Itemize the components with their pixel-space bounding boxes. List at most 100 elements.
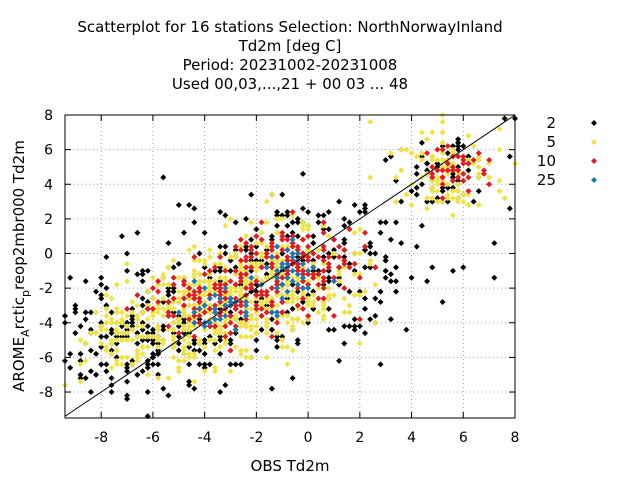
- y-label-rest: reop2mbr000 Td2m: [10, 140, 28, 290]
- data-point: [253, 330, 260, 337]
- legend-label: 10: [537, 152, 556, 170]
- data-point: [279, 271, 286, 278]
- data-point: [325, 264, 332, 271]
- data-point: [429, 163, 436, 170]
- data-point: [351, 250, 358, 257]
- data-point: [113, 361, 120, 368]
- data-point: [248, 253, 255, 260]
- data-point: [299, 278, 306, 285]
- data-point: [439, 298, 446, 305]
- data-point: [408, 150, 415, 157]
- data-point: [232, 271, 239, 278]
- data-point: [237, 264, 244, 271]
- data-point: [263, 309, 270, 316]
- data-point: [129, 361, 136, 368]
- data-point: [222, 281, 229, 288]
- data-point: [248, 354, 255, 361]
- data-point: [351, 326, 358, 333]
- data-point: [144, 305, 151, 312]
- data-point: [315, 247, 322, 254]
- data-point: [186, 333, 193, 340]
- data-point: [263, 247, 270, 254]
- data-point: [491, 240, 498, 247]
- data-point: [217, 250, 224, 257]
- data-point: [465, 174, 472, 181]
- data-point: [294, 274, 301, 281]
- data-point: [67, 350, 74, 357]
- data-point: [227, 330, 234, 337]
- data-point: [93, 330, 100, 337]
- data-point: [268, 264, 275, 271]
- data-point: [424, 205, 431, 212]
- data-point: [108, 309, 115, 316]
- data-point: [263, 219, 270, 226]
- data-point: [424, 278, 431, 285]
- data-point: [341, 215, 348, 222]
- data-point: [263, 292, 270, 299]
- data-point: [444, 181, 451, 188]
- data-point: [341, 260, 348, 267]
- data-point: [227, 215, 234, 222]
- data-point: [98, 292, 105, 299]
- data-point: [191, 295, 198, 302]
- data-point: [144, 361, 151, 368]
- data-point: [144, 298, 151, 305]
- data-point: [217, 253, 224, 260]
- data-point: [227, 309, 234, 316]
- data-point: [434, 160, 441, 167]
- data-point: [243, 240, 250, 247]
- data-point: [486, 157, 493, 164]
- data-point: [475, 170, 482, 177]
- data-point: [258, 312, 265, 319]
- data-point: [258, 278, 265, 285]
- data-point: [222, 274, 229, 281]
- data-point: [284, 298, 291, 305]
- data-point: [93, 371, 100, 378]
- data-point: [196, 309, 203, 316]
- data-point: [87, 309, 94, 316]
- data-point: [191, 305, 198, 312]
- data-point: [455, 143, 462, 150]
- data-point: [165, 298, 172, 305]
- x-axis-label: OBS Td2m: [251, 457, 330, 475]
- data-point: [212, 292, 218, 299]
- data-point: [274, 212, 281, 219]
- data-point: [393, 198, 400, 205]
- data-point: [186, 202, 193, 209]
- data-point: [186, 378, 193, 385]
- data-point: [144, 389, 151, 396]
- data-point: [134, 312, 141, 319]
- data-point: [196, 312, 203, 319]
- data-point: [310, 233, 317, 240]
- data-point: [274, 253, 281, 260]
- data-point: [336, 253, 343, 260]
- data-point: [310, 292, 317, 299]
- data-point: [413, 170, 420, 177]
- data-point: [87, 330, 94, 337]
- data-point: [155, 278, 162, 285]
- data-point: [455, 198, 462, 205]
- data-point: [351, 260, 358, 267]
- data-point: [196, 337, 203, 344]
- data-point: [486, 160, 493, 167]
- data-point: [217, 326, 224, 333]
- data-point: [191, 350, 198, 357]
- data-point: [429, 157, 436, 164]
- data-point: [325, 233, 332, 240]
- data-point: [139, 271, 146, 278]
- data-point: [103, 361, 110, 368]
- axis-ticks: -8 -6 -4 -2 0 2 4 6 8 -8 -6 -4 -2 0 2 4 6 8: [39, 108, 519, 446]
- data-point: [222, 278, 229, 285]
- data-point: [222, 382, 229, 389]
- data-point: [403, 191, 410, 198]
- data-point: [253, 257, 260, 264]
- data-point: [206, 292, 213, 299]
- data-point: [408, 202, 415, 209]
- data-point: [160, 271, 167, 278]
- data-point: [212, 278, 218, 285]
- data-point: [253, 278, 260, 285]
- data-point: [227, 288, 234, 295]
- data-point: [212, 285, 218, 292]
- data-point: [315, 212, 322, 219]
- data-point: [77, 357, 84, 364]
